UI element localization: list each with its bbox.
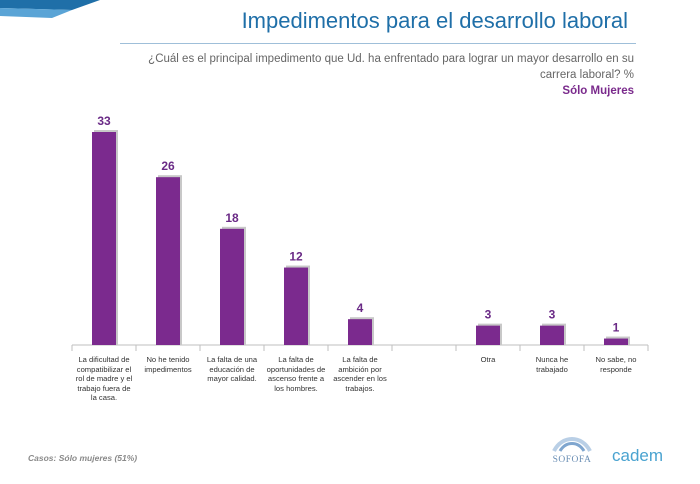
- data-label: 12: [289, 250, 303, 264]
- category-label: No he tenido impedimentos: [144, 355, 192, 374]
- bar: [540, 325, 564, 345]
- page-title: Impedimentos para el desarrollo laboral: [241, 8, 628, 33]
- sofofa-logo: SOFOFA: [544, 431, 600, 467]
- header-decoration: [0, 0, 100, 18]
- data-label: 1: [613, 321, 620, 335]
- survey-question: ¿Cuál es el principal impedimento que Ud…: [148, 53, 634, 81]
- data-label: 18: [225, 211, 239, 225]
- category-label: Otra: [480, 355, 496, 364]
- data-label: 4: [357, 301, 364, 315]
- sofofa-logo-text: SOFOFA: [552, 455, 592, 465]
- category-label: La falta de una educación de mayor calid…: [206, 355, 258, 384]
- bar: [92, 132, 116, 345]
- cases-note: Casos: Sólo mujeres (51%): [28, 453, 138, 463]
- bar: [220, 228, 244, 345]
- category-label: Nunca he trabajado: [535, 355, 569, 374]
- data-label: 26: [161, 159, 175, 173]
- bar: [284, 267, 308, 345]
- category-label: La falta de oportunidades de ascenso fre…: [266, 355, 326, 393]
- subset-label: Sólo Mujeres: [562, 85, 634, 97]
- bar: [604, 338, 628, 345]
- cadem-logo: cadem: [612, 446, 664, 465]
- bar: [348, 319, 372, 345]
- bar: [156, 177, 180, 345]
- category-label: La falta de ambición por ascender en los…: [333, 355, 387, 393]
- data-label: 3: [485, 308, 492, 322]
- category-label: La dificultad de compatibilizar el rol d…: [75, 355, 133, 403]
- title-divider: [120, 43, 636, 44]
- data-label: 3: [549, 308, 556, 322]
- data-label: 33: [97, 114, 111, 128]
- sofofa-logo-mark: [552, 437, 592, 453]
- category-label: No sabe, no responde: [595, 355, 637, 374]
- bar: [476, 325, 500, 345]
